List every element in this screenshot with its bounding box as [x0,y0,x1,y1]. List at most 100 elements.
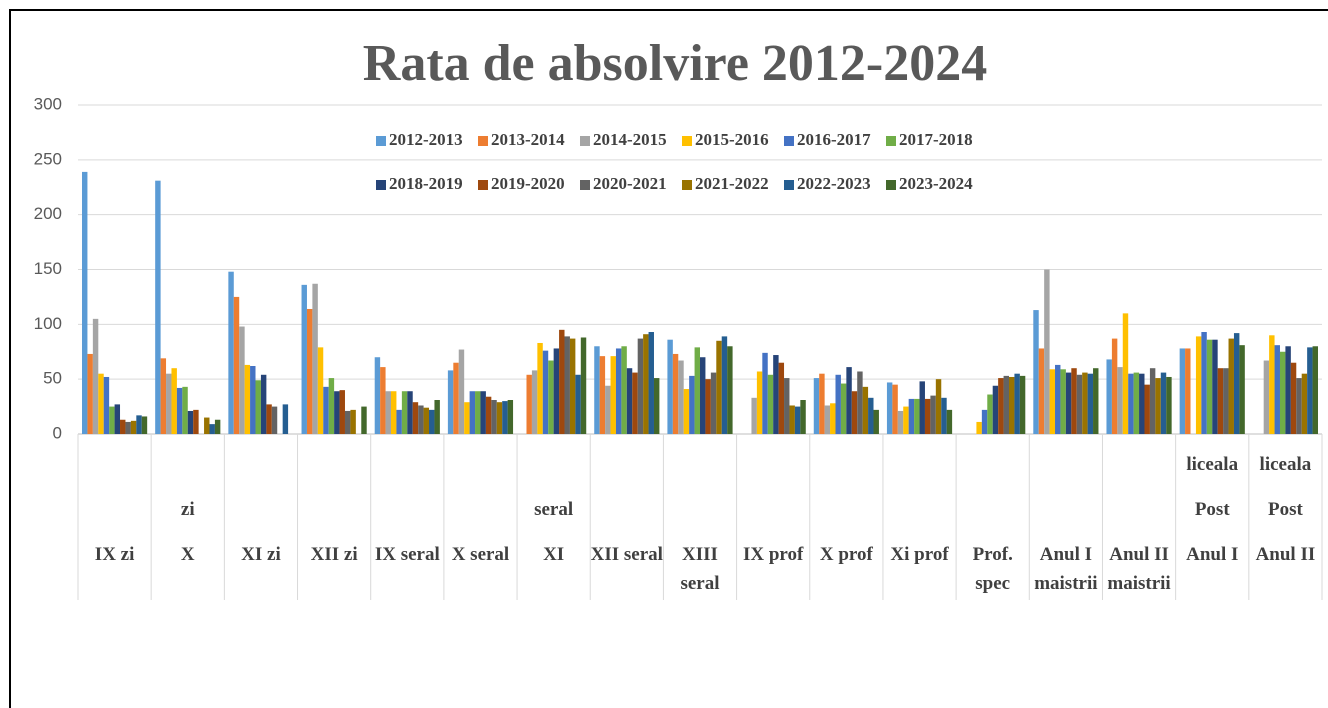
legend-label: 2019-2020 [491,174,565,193]
y-tick-label: 100 [34,314,62,333]
bar [92,318,99,434]
bar [502,401,508,434]
y-tick-label: 0 [53,423,62,442]
bar [700,357,706,434]
bar [458,349,465,434]
bar [1239,345,1245,434]
bar [789,405,795,434]
bar [694,347,700,434]
legend-label: 2013-2014 [491,130,565,149]
bar [784,378,790,434]
bar [946,409,953,434]
legend-swatch [478,136,488,146]
bar [1071,368,1077,434]
bar [87,353,93,434]
bar [1122,313,1129,434]
bar [1166,376,1172,434]
bar [626,368,633,434]
bar [306,308,313,434]
bar [1106,359,1112,434]
bar [846,367,852,434]
x-tick-label: XII seral [591,544,663,565]
bar [897,410,904,434]
bar [328,378,335,434]
legend-label: 2018-2019 [389,174,463,193]
bar [1312,346,1318,434]
bar [1296,378,1302,434]
bar [1217,368,1224,434]
bar [1279,351,1286,434]
bar [767,374,774,434]
bar [919,381,925,434]
bar [301,284,307,434]
bar [423,407,430,434]
bar [228,271,234,434]
legend-label: 2021-2022 [695,174,769,193]
bar [412,402,419,434]
x-tick-label: XIII seral [680,544,719,594]
bar [830,403,836,434]
bar [171,368,177,434]
legend-label: 2015-2016 [695,130,769,149]
bar [653,378,660,434]
bar [491,400,497,434]
bar [716,340,722,434]
bar [1055,364,1061,434]
bar [1044,269,1050,434]
bar [418,405,424,434]
bar [380,367,386,434]
bar [840,383,847,434]
bar [778,362,785,434]
bar [914,398,920,434]
bar [1009,376,1015,434]
bar [976,421,982,434]
legend-swatch [784,180,794,190]
legend-label: 2020-2021 [593,174,667,193]
bar [892,384,898,434]
bar [835,374,841,434]
bar [710,372,717,434]
bar [851,391,858,434]
bar [244,364,251,434]
bar [1128,373,1134,434]
bar [233,296,240,434]
bar [610,356,616,434]
bar [683,389,690,434]
bar [531,370,538,434]
bar [605,385,611,434]
bar [1019,375,1026,434]
bar [1093,368,1099,434]
bar [1201,332,1207,434]
bar [575,374,581,434]
bar [255,380,261,434]
x-tick-label: liceala Post Anul II [1256,454,1316,565]
bar [1117,367,1123,434]
bar [1195,336,1202,434]
bar [334,391,340,434]
bar [857,371,863,434]
x-tick-label: IX prof [743,544,804,565]
x-tick-label: liceala Post Anul I [1186,454,1238,565]
bar [868,397,874,434]
bar [727,346,733,434]
y-tick-label: 300 [34,94,62,113]
bar [773,355,779,434]
bar [862,386,869,434]
bar [1206,339,1213,434]
bar [485,396,492,434]
bar [1269,335,1275,434]
bar [182,386,188,434]
bar [981,409,988,434]
bar [401,391,408,434]
x-tick-label: X prof [820,544,874,565]
bar [594,346,600,434]
bar [166,373,172,434]
bar [282,404,289,434]
bar [193,409,199,434]
bar [873,409,879,434]
bar [1233,333,1240,434]
bar [1139,373,1145,434]
bar [1301,373,1308,434]
bar [464,402,470,434]
bar [762,352,768,434]
